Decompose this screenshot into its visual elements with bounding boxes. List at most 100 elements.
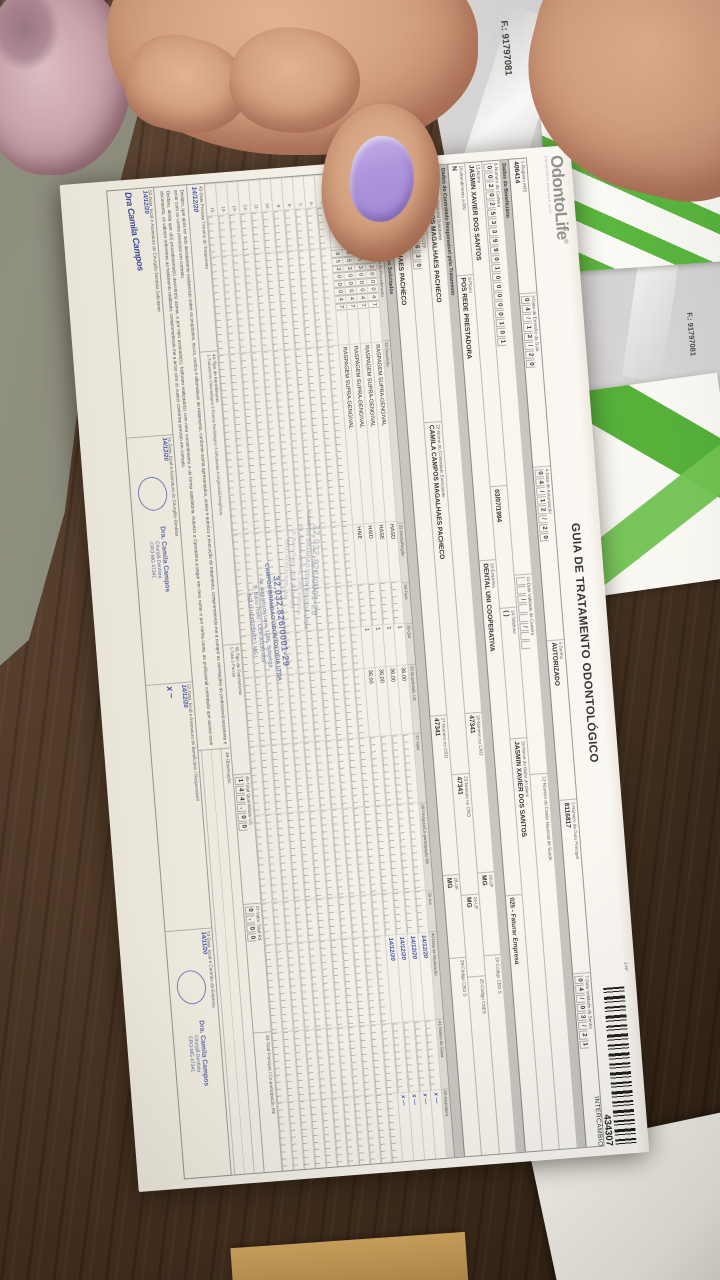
cell-franquia <box>320 809 338 898</box>
field-label: 27-Número no CRO <box>440 717 449 759</box>
field-label: 2-Número da Guia Principal <box>570 801 581 859</box>
field-value: CAMILA CAMPOS MAGALHAES PACHECO <box>427 424 446 560</box>
cell-tabela <box>262 210 276 253</box>
cell-dente <box>320 525 335 587</box>
cell-dente: HASD <box>385 520 401 582</box>
cell-aut <box>283 900 297 943</box>
field-label: 44-Tipo de Atendimento <box>211 353 221 403</box>
cell-aut <box>360 894 374 937</box>
column-header: 36-Quantidade US <box>408 663 421 734</box>
barcode <box>603 986 637 1146</box>
observation-label: 49-Observação <box>224 751 233 784</box>
field-label: 12-Número do Cartão Nacional de Saúde <box>541 775 554 861</box>
cell-glosa <box>293 1029 310 1100</box>
form-field: 29-Código CBO S <box>449 956 481 1157</box>
field-label: 4-Data de Autorização <box>544 468 553 515</box>
cell-num: 12- <box>237 180 251 213</box>
field-options: 1-Total 2-Parcial <box>229 646 237 678</box>
field-value: 0,00 <box>244 905 264 1031</box>
field-value: MG <box>480 874 488 887</box>
cell-num: 13- <box>226 181 240 214</box>
field-value: ( ) <box>502 610 510 617</box>
cell-realizacao <box>275 942 293 1032</box>
cell-qtd_us <box>353 667 369 738</box>
field-label: 28-UF <box>453 877 460 891</box>
cell-realizacao <box>363 936 381 1025</box>
cell-glosa <box>282 1030 299 1101</box>
cell-descricao: RASPAGEM SUPRA-GENGIVAL <box>360 341 385 523</box>
field-options: 1-Tratamento Odontológico 2-Exame Radiol… <box>206 354 224 516</box>
cell-franquia <box>342 807 360 896</box>
cell-qtd <box>350 625 364 669</box>
field-value: 04/12/20 <box>520 295 543 464</box>
field-value: MG <box>464 896 473 909</box>
cell-face <box>346 583 361 627</box>
form-field: 025 - Faturar Empresa <box>505 893 542 1152</box>
section-contratado: Dados do Contratado Responsável pelo Tra… <box>438 164 526 1153</box>
cell-glosa <box>359 1024 375 1095</box>
cell-qtd_us: 36,00 <box>375 665 391 736</box>
cell-realizacao <box>264 943 282 1033</box>
cell-aut <box>294 899 308 942</box>
field-value: 47341 <box>467 715 476 734</box>
cell-tabela <box>251 211 265 254</box>
form-field: 22-Nome do Contratado Executante CAMILA C… <box>424 421 469 775</box>
cell-glosa <box>326 1027 342 1098</box>
field-label: 3-Data de Emissão da Guia <box>530 295 541 352</box>
field-label: 43-Data Prevista Término do Tratamento <box>198 185 210 270</box>
cell-face <box>324 585 339 629</box>
cell-aut <box>382 892 396 936</box>
cell-valor <box>282 742 298 813</box>
cell-codigo <box>221 255 240 353</box>
field-label: 48-Total Franquia / Co-participação R$ <box>264 1034 277 1114</box>
field-label <box>501 489 515 606</box>
form-row: 17-Nome do Profissional SolicitanteCAMIL… <box>422 165 516 1154</box>
cell-codigo <box>254 252 273 351</box>
cell-num: 10- <box>259 178 273 211</box>
cell-realizacao <box>297 941 315 1030</box>
form-field: 44-Tipo de Atendimento 1-Tratamento Odont… <box>200 350 241 645</box>
cell-realizacao <box>308 940 326 1029</box>
form-field: 8-Número da Carteira 00202533990100000101 <box>482 161 531 575</box>
field-value <box>540 776 569 1146</box>
signature-block: 50-Data, local e Assinatura do Cirurgião… <box>107 188 172 438</box>
cell-glosa <box>392 1021 408 1092</box>
form-field: 2-Número da Guia Principal 8116817 <box>559 798 590 974</box>
cell-face <box>335 584 350 628</box>
form-field: 9-Plano POS REDE PRESTADORA <box>456 273 496 561</box>
field-value <box>459 960 474 1154</box>
cell-assinatura <box>364 1093 381 1164</box>
field-value: POS REDE PRESTADORA <box>459 277 473 360</box>
field-value <box>493 957 508 1151</box>
field-label: 7-Data Validade da Senha <box>584 975 594 1030</box>
cell-glosa <box>403 1021 419 1092</box>
cell-assinatura <box>321 1097 337 1168</box>
field-value: 00202533990100000101 <box>483 163 524 572</box>
field-value: 8116817 <box>562 802 572 829</box>
form-field: 24-UF MG <box>461 893 485 977</box>
form-field: 7-Data Validade da Senha 04/03/21 <box>573 972 604 1147</box>
cell-assinatura <box>353 1094 370 1165</box>
column-header: 39-Aut <box>426 890 437 932</box>
field-value: 14/12/20 <box>190 186 200 213</box>
cell-assinatura <box>277 1100 293 1171</box>
column-header: 37-Valor <box>413 732 427 803</box>
cell-franquia <box>276 812 294 902</box>
cell-aut <box>338 896 352 939</box>
cell-franquia <box>386 804 404 893</box>
form-field: 43-Data Prevista Término do Tratamento 14… <box>187 184 217 352</box>
cell-valor <box>336 738 353 809</box>
cell-franquia <box>397 803 415 892</box>
field-label: 47-Valor Total R$ <box>254 905 263 941</box>
field-value <box>228 647 238 772</box>
dental-treatment-form: OdontoLife® tranquilidade para você sorr… <box>59 145 650 1193</box>
cell-qtd <box>339 626 353 669</box>
field-value: JASMIN XAVIER DOS SANTOS <box>512 740 528 838</box>
cell-valor <box>369 735 386 806</box>
cell-assinatura <box>288 1099 304 1170</box>
form-body: 1-Registro ANS 406414 3-Data de Emissão da… <box>105 157 605 1180</box>
form-row: 8-Número da Carteira 00202533990100000101… <box>482 161 577 1149</box>
cell-franquia <box>298 811 316 900</box>
